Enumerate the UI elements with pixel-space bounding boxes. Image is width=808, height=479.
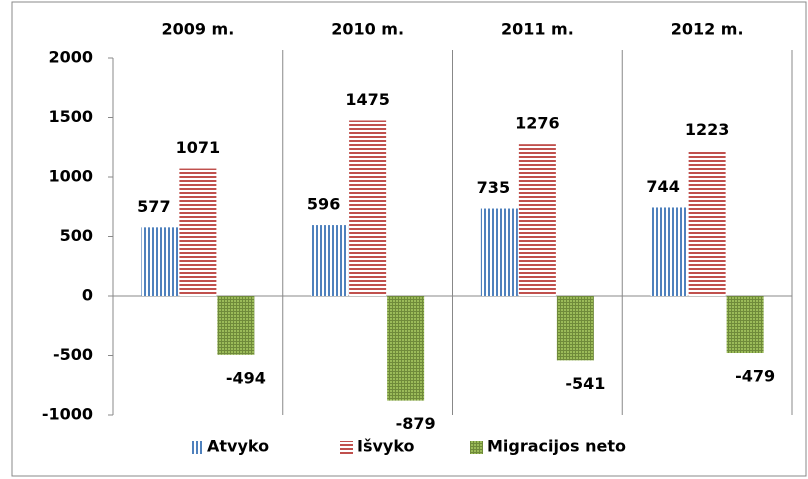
y-tick-label: 0 [82, 286, 93, 305]
category-label: 2011 m. [501, 20, 574, 39]
data-label: -879 [396, 414, 436, 433]
bar [556, 296, 594, 361]
bar [217, 296, 255, 355]
chart-frame [11, 1, 807, 477]
category-label: 2010 m. [331, 20, 404, 39]
bar [387, 296, 425, 401]
bar [688, 150, 726, 296]
y-tick-label: 2000 [48, 48, 93, 67]
legend-label: Atvyko [207, 437, 269, 456]
data-label: -541 [565, 374, 605, 393]
category-label: 2012 m. [671, 20, 744, 39]
legend-label: Išvyko [357, 437, 415, 456]
data-label: 1276 [515, 114, 560, 133]
data-label: -494 [226, 368, 266, 387]
bar [518, 144, 556, 296]
y-tick-label: 500 [60, 226, 93, 245]
legend-swatch [340, 441, 353, 454]
bar [480, 208, 518, 296]
y-tick-label: -1000 [42, 405, 93, 424]
data-label: -479 [735, 367, 775, 386]
bar [349, 120, 387, 296]
data-label: 1475 [345, 90, 390, 109]
bar [311, 225, 349, 296]
data-label: 1071 [176, 138, 221, 157]
data-label: 744 [646, 177, 679, 196]
data-label: 577 [137, 197, 170, 216]
category-label: 2009 m. [161, 20, 234, 39]
bar [650, 207, 688, 296]
bar [179, 168, 217, 296]
legend-swatch [470, 441, 483, 454]
data-label: 1223 [685, 120, 730, 139]
data-label: 596 [307, 195, 340, 214]
y-tick-label: -500 [53, 345, 93, 364]
legend-swatch [190, 441, 203, 454]
legend-label: Migracijos neto [487, 437, 626, 456]
bar [726, 296, 764, 354]
bar [141, 227, 179, 296]
data-label: 735 [477, 178, 510, 197]
y-tick-label: 1500 [48, 107, 93, 126]
y-tick-label: 1000 [48, 167, 93, 186]
